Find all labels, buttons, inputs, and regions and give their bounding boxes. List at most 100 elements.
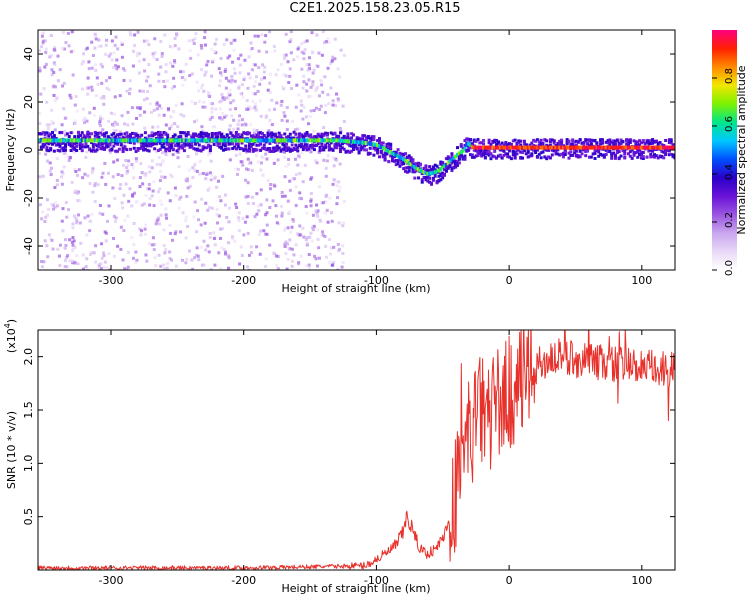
- heatmap-cell: [283, 146, 287, 150]
- heatmap-cell: [166, 145, 170, 149]
- heatmap-cell: [424, 166, 428, 170]
- heatmap-cell: [110, 133, 114, 137]
- heatmap-cell: [105, 266, 109, 270]
- heatmap-cell: [38, 132, 41, 136]
- heatmap-cell: [148, 203, 152, 207]
- heatmap-cell: [150, 243, 154, 247]
- heatmap-cell: [65, 215, 69, 219]
- heatmap-cell: [593, 149, 597, 153]
- heatmap-cell: [363, 134, 367, 138]
- heatmap-cell: [567, 151, 571, 155]
- heatmap-cell: [250, 68, 254, 72]
- colorbar: 0.00.20.40.60.8 Normalized spectral ampl…: [712, 30, 748, 276]
- heatmap-cell: [656, 156, 660, 160]
- heatmap-cell: [234, 134, 238, 138]
- heatmap-cell: [168, 250, 172, 254]
- heatmap-cell: [56, 138, 60, 143]
- heatmap-cell: [45, 138, 49, 143]
- heatmap-cell: [264, 115, 268, 119]
- heatmap-cell: [307, 147, 311, 151]
- heatmap-cell: [290, 143, 294, 147]
- heatmap-cell: [227, 138, 231, 143]
- heatmap-cell: [333, 37, 337, 41]
- heatmap-cell: [227, 220, 231, 224]
- heatmap-cell: [673, 145, 675, 150]
- heatmap-cell: [116, 142, 120, 146]
- heatmap-cell: [198, 172, 202, 176]
- heatmap-cell: [71, 138, 75, 143]
- heatmap-cell: [97, 264, 101, 268]
- heatmap-cell: [221, 148, 225, 152]
- heatmap-cell: [258, 99, 262, 103]
- heatmap-cell: [88, 229, 92, 233]
- heatmap-cell: [315, 264, 319, 268]
- heatmap-cell: [147, 142, 151, 146]
- heatmap-cell: [280, 145, 284, 149]
- heatmap-cell: [528, 145, 532, 150]
- heatmap-cell: [391, 151, 395, 156]
- heatmap-cell: [337, 189, 341, 193]
- heatmap-cell: [108, 150, 112, 154]
- heatmap-cell: [604, 140, 608, 144]
- heatmap-cell: [450, 157, 454, 162]
- heatmap-cell: [175, 142, 179, 146]
- heatmap-cell: [86, 144, 90, 148]
- heatmap-cell: [52, 149, 56, 153]
- heatmap-cell: [52, 70, 56, 74]
- heatmap-cell: [161, 151, 165, 155]
- heatmap-cell: [250, 195, 254, 199]
- heatmap-cell: [320, 142, 324, 146]
- heatmap-cell: [217, 179, 221, 183]
- heatmap-cell: [303, 132, 307, 136]
- heatmap-cell: [623, 149, 627, 153]
- heatmap-cell: [240, 83, 244, 87]
- heatmap-cell: [641, 145, 645, 150]
- heatmap-cell: [315, 203, 319, 207]
- heatmap-cell: [368, 141, 372, 146]
- heatmap-cell: [62, 146, 66, 150]
- heatmap-cell: [337, 134, 341, 138]
- heatmap-cell: [372, 138, 376, 142]
- heatmap-cell: [463, 143, 467, 147]
- heatmap-cell: [182, 114, 186, 118]
- heatmap-cell: [539, 138, 543, 142]
- heatmap-cell: [259, 161, 263, 165]
- heatmap-cell: [420, 169, 424, 174]
- heatmap-cell: [190, 145, 194, 149]
- heatmap-cell: [223, 193, 227, 197]
- heatmap-cell: [509, 157, 513, 161]
- heatmap-cell: [81, 87, 85, 91]
- heatmap-cell: [266, 88, 270, 92]
- heatmap-cell: [154, 264, 158, 268]
- heatmap-cell: [641, 157, 645, 161]
- heatmap-cell: [296, 136, 300, 140]
- heatmap-cell: [43, 143, 47, 147]
- heatmap-cell: [186, 155, 190, 159]
- heatmap-cell: [125, 138, 129, 143]
- heatmap-cell: [83, 216, 87, 220]
- heatmap-cell: [111, 186, 115, 190]
- heatmap-cell: [228, 158, 232, 162]
- heatmap-cell: [218, 142, 222, 146]
- heatmap-cell: [157, 156, 161, 160]
- heatmap-cell: [524, 145, 528, 150]
- heatmap-cell: [309, 135, 313, 139]
- heatmap-cell: [49, 141, 53, 145]
- heatmap-cell: [565, 140, 569, 144]
- heatmap-cell: [431, 168, 435, 172]
- heatmap-cell: [69, 149, 73, 153]
- heatmap-cell: [628, 138, 632, 142]
- heatmap-cell: [239, 160, 243, 164]
- heatmap-cell: [292, 253, 296, 257]
- heatmap-cell: [259, 148, 263, 152]
- heatmap-cell: [600, 141, 604, 145]
- heatmap-cell: [190, 138, 194, 143]
- heatmap-cell: [102, 102, 106, 106]
- heatmap-cell: [112, 132, 116, 136]
- heatmap-cell: [78, 221, 82, 225]
- heatmap-cell: [300, 151, 304, 155]
- heatmap-cell: [95, 148, 99, 152]
- heatmap-cell: [326, 154, 330, 158]
- heatmap-cell: [641, 155, 645, 159]
- heatmap-cell: [184, 261, 188, 265]
